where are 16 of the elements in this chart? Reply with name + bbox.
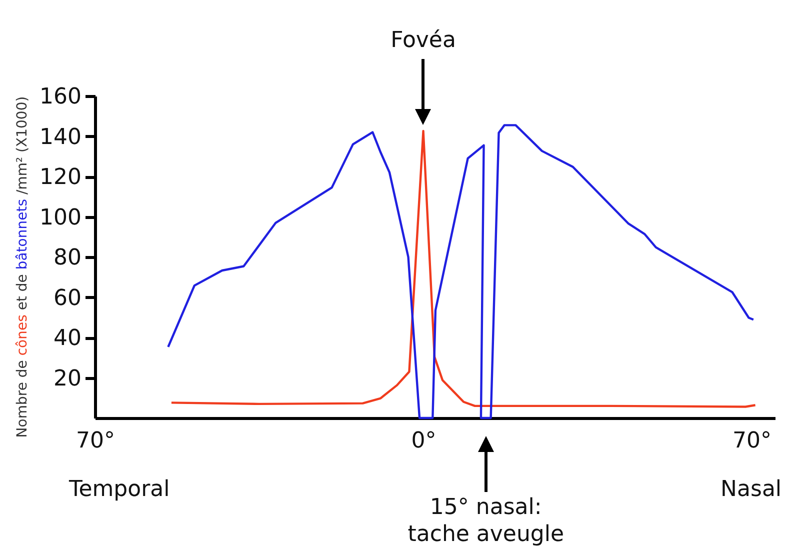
y-tick-label: 100 bbox=[40, 205, 82, 230]
x-tick-label: 70° bbox=[76, 428, 115, 454]
y-tick-label: 160 bbox=[40, 84, 82, 110]
text: Fovéa bbox=[390, 27, 457, 54]
text: Nasal bbox=[720, 476, 782, 503]
y-tick-label: 80 bbox=[54, 246, 82, 270]
x-tick-label: 70° bbox=[732, 428, 772, 454]
y-axis-title: Nombre de cônes et de bâtonnets /mm² (X1000) bbox=[14, 96, 30, 438]
text: Temporal bbox=[69, 476, 171, 503]
y-tick-label: 20 bbox=[54, 366, 82, 392]
x-tick-label: 0° bbox=[411, 428, 436, 454]
text: 15° nasal: tache aveugle bbox=[406, 494, 566, 548]
y-tick-label: 120 bbox=[40, 165, 82, 190]
y-tick-label: 140 bbox=[40, 124, 82, 150]
y-tick-label: 60 bbox=[54, 286, 82, 311]
y-tick-label: 40 bbox=[54, 326, 82, 351]
